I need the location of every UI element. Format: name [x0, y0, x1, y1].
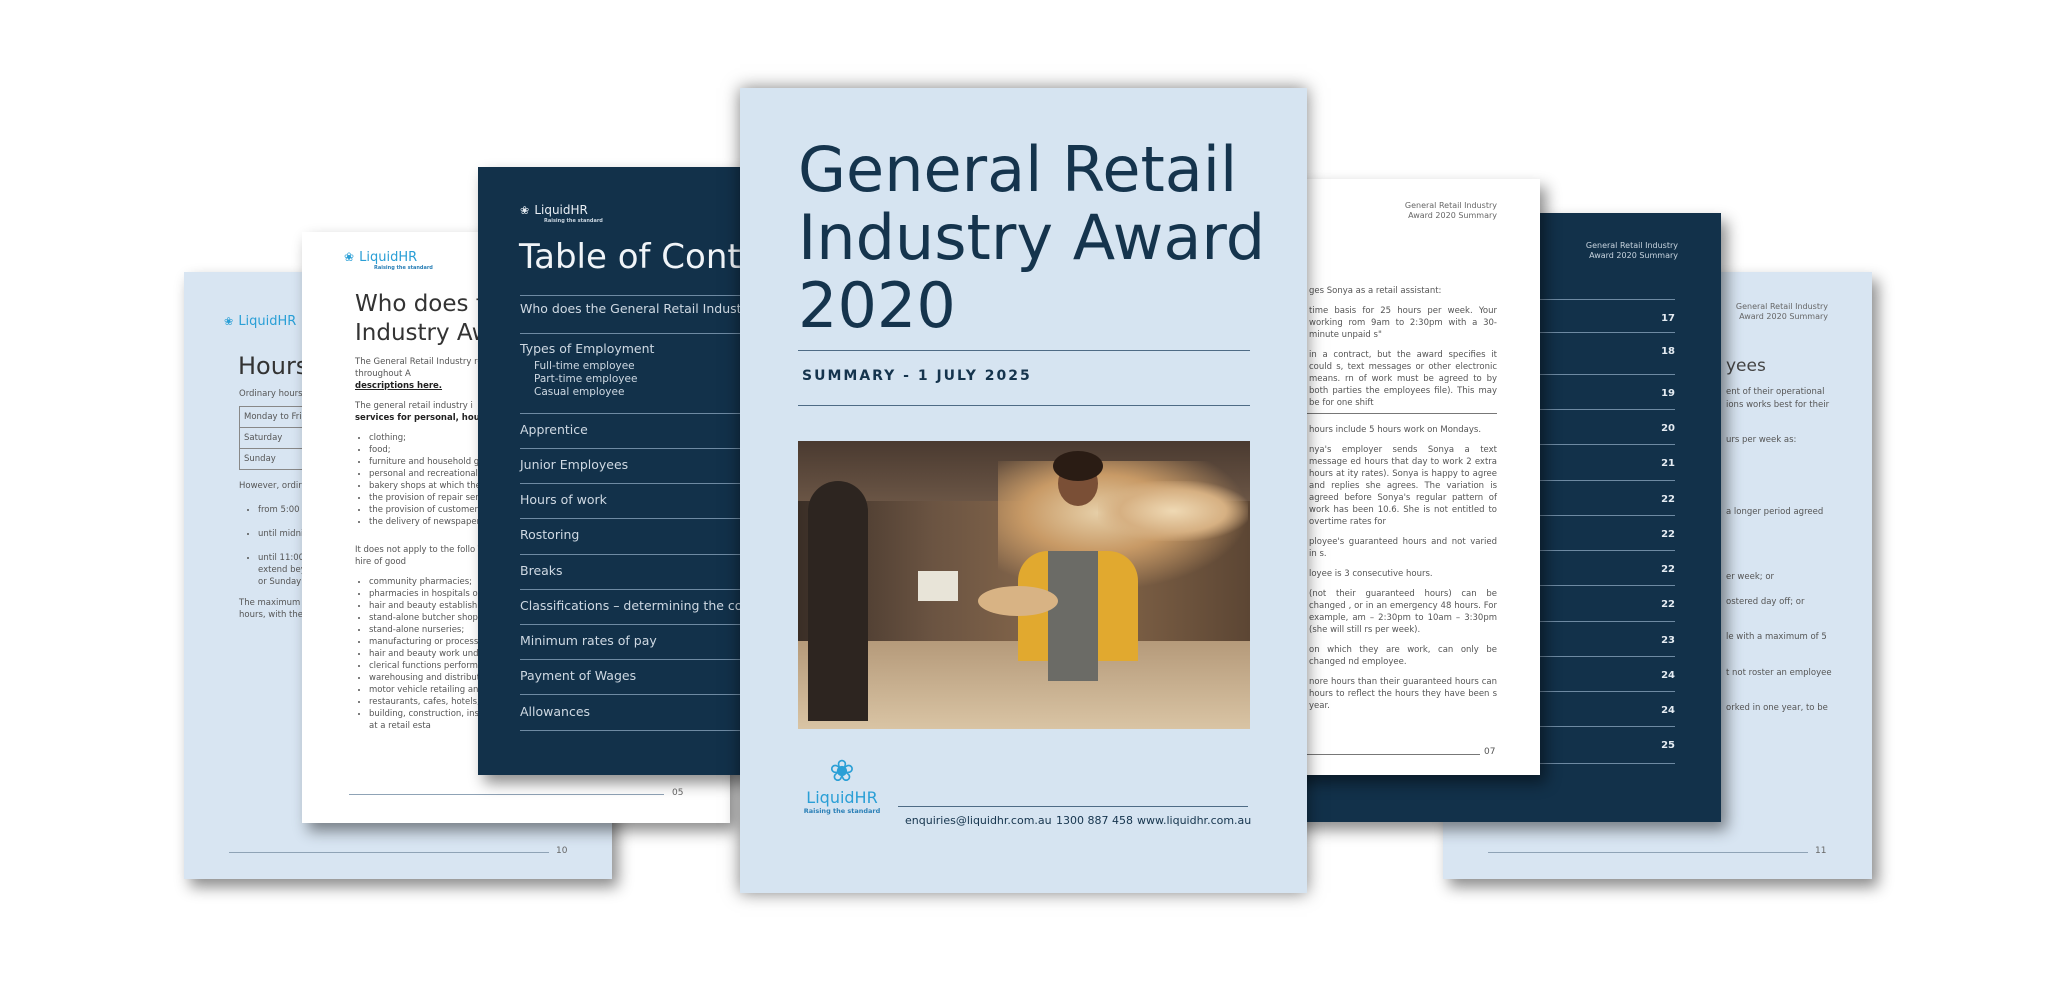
toc-subitem[interactable]: Part-time employee — [534, 373, 638, 385]
toc-page-number[interactable]: 22 — [1661, 599, 1675, 610]
lotus-icon: ❀ — [520, 204, 530, 217]
toc-item[interactable]: Who does the General Retail Industry Awa… — [520, 301, 797, 316]
cover-subtitle: SUMMARY - 1 JULY 2025 — [802, 368, 1032, 384]
bakery-counter-photo — [798, 441, 1250, 729]
toc-item[interactable]: Breaks — [520, 563, 563, 578]
toc-item[interactable]: Payment of Wages — [520, 668, 637, 683]
toc-page-number[interactable]: 20 — [1661, 423, 1675, 434]
included-list: clothing;food;furniture and household go… — [355, 432, 555, 528]
toc-page-number[interactable]: 21 — [1661, 458, 1675, 469]
toc-page-number[interactable]: 22 — [1661, 564, 1675, 575]
toc-page-number[interactable]: 18 — [1661, 346, 1675, 357]
toc-page-number[interactable]: 25 — [1661, 740, 1675, 751]
toc-title: Table of Conte — [519, 237, 762, 277]
lotus-icon: ❀ — [224, 315, 234, 328]
page-title: Hours — [238, 352, 309, 380]
page-number: 07 — [1484, 747, 1496, 757]
page-number: 11 — [1815, 846, 1827, 856]
toc-subitem[interactable]: Full-time employee — [534, 360, 635, 372]
cover-page: General Retail Industry Award 2020 SUMMA… — [740, 88, 1307, 893]
toc-page-number[interactable]: 24 — [1661, 670, 1675, 681]
liquidhr-logo: ❀ LiquidHR Raising the standard — [803, 754, 881, 816]
hours-bullets: from 5:00 a until midnig until 11:00 p e… — [244, 504, 313, 588]
toc-item[interactable]: Junior Employees — [520, 457, 629, 472]
toc-page-number[interactable]: 23 — [1661, 635, 1675, 646]
toc-page-number[interactable]: 22 — [1661, 529, 1675, 540]
toc-item[interactable]: Types of Employment — [520, 341, 655, 356]
liquidhr-logo: ❀ LiquidHR — [224, 314, 297, 329]
contact-email[interactable]: enquiries@liquidhr.com.au — [905, 814, 1052, 827]
liquidhr-logo: ❀ LiquidHR Raising the standard — [520, 203, 603, 224]
toc-item[interactable]: Apprentice — [520, 422, 588, 437]
toc-page-number[interactable]: 17 — [1661, 313, 1675, 324]
liquidhr-logo: ❀ LiquidHR Raising the standard — [344, 250, 433, 271]
toc-item[interactable]: Classifications – determining the correc… — [520, 598, 800, 613]
descriptions-link[interactable]: descriptions here. — [355, 381, 443, 391]
toc-item[interactable]: Hours of work — [520, 492, 607, 507]
lotus-icon: ❀ — [344, 250, 355, 264]
lotus-icon: ❀ — [829, 754, 855, 789]
page-number: 05 — [672, 788, 684, 798]
toc-item[interactable]: Rostoring — [520, 527, 580, 542]
toc-subitem[interactable]: Casual employee — [534, 386, 625, 398]
toc-item[interactable]: Allowances — [520, 704, 591, 719]
toc-page-number[interactable]: 24 — [1661, 705, 1675, 716]
toc-item[interactable]: Minimum rates of pay — [520, 633, 657, 648]
toc-page-number[interactable]: 19 — [1661, 388, 1675, 399]
contact-website[interactable]: www.liquidhr.com.au — [1137, 814, 1252, 827]
excluded-list: community pharmacies;pharmacies in hospi… — [355, 576, 555, 732]
cover-title: General Retail Industry Award 2020 — [798, 133, 1266, 342]
toc-page-number[interactable]: 22 — [1661, 494, 1675, 505]
page-title: yees — [1726, 356, 1766, 376]
contact-phone[interactable]: 1300 887 458 — [1056, 814, 1133, 827]
page-number: 10 — [556, 846, 568, 856]
